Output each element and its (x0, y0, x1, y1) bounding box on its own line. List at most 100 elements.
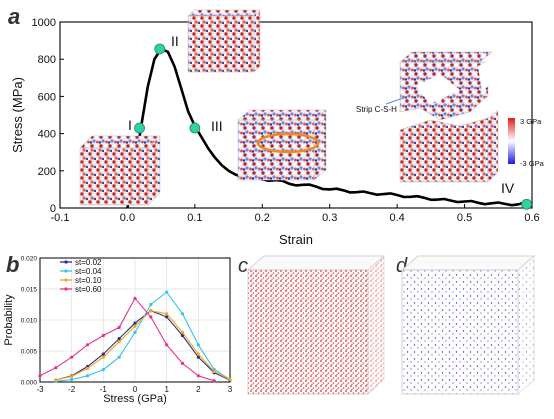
probability-distribution-plot: -3 -2 -1 0 1 2 3 0.000 0.005 0.010 0.015 0.020 Stres… (3, 256, 233, 406)
x-tick-label: 0.1 (187, 212, 202, 224)
x-tick-label: 0.3 (322, 212, 337, 224)
series-point (70, 355, 74, 359)
series-point (180, 312, 185, 316)
colorbar-min-label: -3 GPa (520, 159, 545, 168)
series-point (165, 312, 169, 316)
x-axis-label: Stress (GPa) (103, 393, 167, 405)
molecular-cube-stage-II (187, 9, 261, 73)
series-point (196, 374, 200, 378)
legend-marker (64, 278, 68, 282)
series-point (101, 368, 105, 372)
legend-marker (64, 287, 68, 291)
x-axis-label: Strain (279, 232, 313, 247)
stage-label-II: II (171, 33, 179, 49)
colorbar (508, 118, 515, 164)
x-tick-label: 0 (133, 385, 138, 394)
stage-label-IV: IV (501, 180, 515, 196)
x-tick-label: 0.4 (389, 212, 404, 224)
series-point (70, 374, 74, 379)
stress-strain-plot: -0.1 0.0 0.1 0.2 0.3 0.4 0.5 0.6 0 200 400 600 800 10… (10, 17, 540, 247)
series-point (85, 343, 90, 347)
legend-label: st=0.02 (75, 258, 102, 267)
stage-marker-IV (521, 198, 533, 210)
legend-marker (64, 260, 68, 264)
stage-label-I: I (128, 117, 132, 133)
y-axis-label: Probability (3, 294, 15, 346)
y-axis-label: Stress (MPa) (10, 77, 25, 153)
panel-c-label: c (238, 255, 248, 277)
x-tick-label: -1 (100, 385, 108, 394)
series-point (196, 343, 200, 347)
series-point (196, 352, 200, 356)
strip-pointer (385, 96, 407, 105)
series-point (117, 337, 121, 341)
x-tick-label: 0.0 (120, 212, 135, 224)
series-point (149, 315, 153, 319)
plot-frame (39, 257, 231, 383)
y-tick-label: 800 (38, 54, 56, 66)
series-point (133, 321, 137, 325)
y-tick-label: 600 (38, 91, 56, 103)
crack-ellipse (256, 132, 320, 154)
molecular-cube-stage-I (79, 135, 161, 206)
stage-label-III: III (211, 118, 223, 134)
series-point (180, 361, 185, 365)
fractured-cube-stage-IV (399, 51, 499, 183)
series-point (54, 366, 58, 370)
y-tick-label: 1000 (32, 17, 56, 29)
y-tick-label: 0 (50, 203, 56, 215)
y-tick-label: 0.015 (21, 287, 38, 294)
y-tick-label: 0.005 (21, 349, 38, 356)
series-point (212, 379, 216, 383)
stage-marker-II (154, 43, 166, 55)
series-point (165, 343, 169, 347)
series-point (38, 374, 42, 378)
series-point (212, 369, 216, 374)
panel-b-label: b (6, 252, 19, 277)
y-tick-label: 0.010 (21, 318, 38, 325)
series-point (85, 366, 90, 370)
legend-marker (64, 269, 68, 273)
series-point (117, 325, 121, 330)
series-point (228, 377, 232, 382)
legend-label: st=0.04 (75, 267, 102, 276)
series-point (133, 324, 137, 328)
series-point (196, 355, 200, 359)
series-line-st=0.10 (55, 310, 231, 381)
x-tick-label: 2 (196, 385, 201, 394)
x-tick-label: -0.1 (51, 212, 70, 224)
series-point (101, 333, 105, 338)
series-point (180, 330, 185, 334)
molecular-cube-stage-III (237, 109, 327, 181)
series-point (165, 290, 169, 294)
y-tick-label: 400 (38, 129, 56, 141)
y-tick-label: 0.020 (21, 256, 38, 263)
x-tick-label: 3 (228, 385, 233, 394)
series-line-st=0.04 (55, 291, 231, 382)
stage-marker-I (134, 122, 145, 134)
stage-marker-III (189, 122, 201, 134)
series-point (149, 309, 153, 313)
series-point (117, 340, 121, 344)
x-tick-label: -3 (36, 385, 44, 394)
colorbar-max-label: 3 GPa (520, 117, 542, 126)
y-tick-label: 200 (38, 166, 56, 178)
tensile-stress-cube (246, 255, 386, 395)
compressive-stress-cube (400, 255, 536, 395)
series-point (101, 355, 105, 359)
series-point (149, 302, 153, 307)
strip-annotation: Strip C-S-H (356, 105, 397, 114)
series-point (85, 374, 90, 378)
series-point (101, 352, 105, 356)
series-point (165, 315, 169, 319)
plot-frame (59, 21, 533, 209)
x-tick-label: -2 (68, 385, 76, 394)
legend-label: st=0.60 (75, 285, 102, 294)
legend-label: st=0.10 (75, 276, 102, 285)
series-point (117, 355, 121, 359)
series-line-st=0.02 (55, 310, 231, 381)
x-tick-label: 0.2 (255, 212, 270, 224)
x-tick-label: 0.6 (524, 212, 539, 224)
series-point (70, 377, 74, 382)
